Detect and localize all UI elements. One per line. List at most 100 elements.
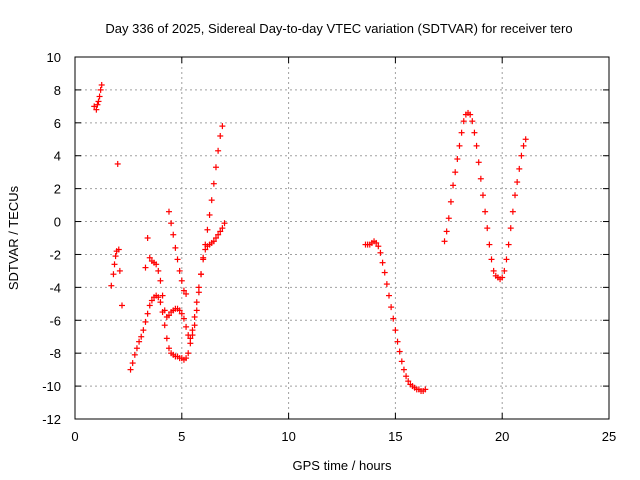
data-point [471,129,478,136]
data-point [138,333,145,340]
data-point [93,106,100,113]
chart-title: Day 336 of 2025, Sidereal Day-to-day VTE… [105,21,572,36]
data-point [176,267,183,274]
data-point [405,378,412,385]
data-point [174,256,181,263]
y-tick-label: -2 [49,247,61,262]
y-tick-label: 6 [54,116,61,131]
y-tick-label: 8 [54,83,61,98]
data-point [96,93,103,100]
data-point [445,215,452,222]
data-point [191,313,198,320]
data-point [176,307,183,314]
y-tick-label: 0 [54,215,61,230]
data-point [375,243,382,250]
y-tick-label: 10 [47,50,61,65]
grid [75,57,609,419]
data-point [469,118,476,125]
data-point [520,142,527,149]
data-point [131,351,138,358]
data-point [388,304,395,311]
data-point [133,345,140,352]
y-tick-label: -8 [49,346,61,361]
data-point [385,292,392,299]
data-point [392,327,399,334]
x-tick-label: 15 [388,429,402,444]
data-point [183,355,190,362]
plot-frame [74,56,610,420]
data-point [111,261,118,268]
data-point [161,307,168,314]
data-point [157,277,164,284]
data-point [180,287,187,294]
data-point [140,327,147,334]
data-point [503,256,510,263]
data-point [108,282,115,289]
data-point [219,225,226,232]
data-point [210,238,217,245]
data-point [475,159,482,166]
x-axis-ticks: 0 5 10 15 20 25 [71,57,616,444]
y-tick-label: -12 [42,412,61,427]
data-point [450,182,457,189]
y-tick-label: -6 [49,313,61,328]
data-point [114,160,121,167]
data-point [501,267,508,274]
data-point [91,103,98,110]
data-point [153,261,160,268]
data-point [118,302,125,309]
data-point [403,373,410,380]
data-point [486,241,493,248]
data-point [373,239,380,246]
y-tick-label: 2 [54,182,61,197]
data-point [191,322,198,329]
x-axis-label: GPS time / hours [293,458,392,473]
data-point [180,315,187,322]
data-point [178,277,185,284]
data-point [172,244,179,251]
data-point [499,274,506,281]
data-point [467,111,474,118]
data-point [398,358,405,365]
data-point [112,253,119,260]
x-tick-label: 20 [495,429,509,444]
data-point [142,318,149,325]
data-point [479,192,486,199]
data-point [187,335,194,342]
y-tick-label: 4 [54,149,61,164]
data-point [509,208,516,215]
data-point [383,281,390,288]
data-point [518,152,525,159]
data-point [155,294,162,301]
data-point [390,315,397,322]
data-point [157,299,164,306]
y-tick-label: -10 [42,379,61,394]
data-point [178,310,185,317]
data-point [142,264,149,271]
y-axis-label: SDTVAR / TECUs [6,185,21,290]
data-point [514,179,521,186]
data-point [217,132,224,139]
data-point [94,101,101,108]
data-point [148,297,155,304]
data-point [484,225,491,232]
data-point [129,360,136,367]
data-point [193,299,200,306]
data-point [144,310,151,317]
data-point [195,289,202,296]
data-point [454,156,461,163]
data-point [447,198,454,205]
data-point [161,322,168,329]
x-tick-label: 25 [602,429,616,444]
data-point [377,249,384,256]
data-point [379,259,386,266]
data-point [204,226,211,233]
data-point [98,81,105,88]
data-point [460,118,467,125]
data-point [170,231,177,238]
data-point [456,142,463,149]
data-point [144,235,151,241]
data-point [168,220,175,227]
